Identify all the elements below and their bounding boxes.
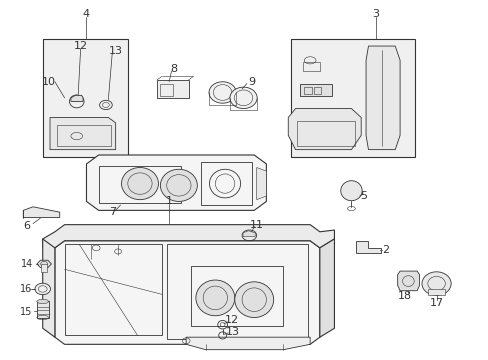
Polygon shape xyxy=(37,260,51,267)
Polygon shape xyxy=(319,239,334,337)
Ellipse shape xyxy=(234,282,273,318)
Polygon shape xyxy=(23,207,60,217)
Text: 1: 1 xyxy=(165,197,172,206)
Text: 8: 8 xyxy=(170,64,177,74)
Polygon shape xyxy=(42,225,334,248)
Polygon shape xyxy=(71,95,83,102)
Polygon shape xyxy=(243,231,255,237)
Text: 13: 13 xyxy=(225,327,239,337)
Polygon shape xyxy=(287,109,361,150)
Bar xyxy=(304,87,311,94)
Ellipse shape xyxy=(340,181,362,201)
Bar xyxy=(296,121,355,146)
Polygon shape xyxy=(50,117,116,150)
Polygon shape xyxy=(256,167,266,200)
Bar xyxy=(160,84,172,96)
Bar xyxy=(300,84,331,96)
Ellipse shape xyxy=(421,272,450,296)
Bar xyxy=(191,266,283,327)
Text: 6: 6 xyxy=(23,221,31,231)
Text: 11: 11 xyxy=(249,220,263,230)
Text: 16: 16 xyxy=(20,284,32,294)
Text: 18: 18 xyxy=(397,291,411,301)
Bar xyxy=(313,87,321,94)
Text: 12: 12 xyxy=(225,315,239,325)
Bar xyxy=(157,80,188,98)
Text: 2: 2 xyxy=(381,245,388,255)
Bar xyxy=(290,39,414,157)
Polygon shape xyxy=(55,241,319,344)
Bar xyxy=(41,264,47,272)
Text: 15: 15 xyxy=(20,307,32,317)
Bar xyxy=(201,162,251,205)
Text: 17: 17 xyxy=(428,298,443,308)
Ellipse shape xyxy=(35,283,50,295)
Ellipse shape xyxy=(37,299,48,303)
Polygon shape xyxy=(186,337,309,350)
Ellipse shape xyxy=(121,167,158,200)
Bar xyxy=(37,301,48,318)
Polygon shape xyxy=(356,241,380,253)
Text: 5: 5 xyxy=(359,191,366,201)
Polygon shape xyxy=(42,239,55,337)
Text: 13: 13 xyxy=(108,46,122,57)
Text: 14: 14 xyxy=(20,259,33,269)
Text: 3: 3 xyxy=(371,9,379,19)
Ellipse shape xyxy=(196,280,234,316)
Text: 12: 12 xyxy=(73,41,87,51)
Text: 9: 9 xyxy=(248,77,255,87)
Bar xyxy=(427,289,444,296)
Bar xyxy=(42,39,127,157)
Bar xyxy=(99,166,181,203)
Polygon shape xyxy=(397,271,419,291)
Ellipse shape xyxy=(160,169,197,202)
Polygon shape xyxy=(86,155,266,210)
Ellipse shape xyxy=(229,87,257,109)
Bar xyxy=(302,62,319,71)
Ellipse shape xyxy=(208,82,236,103)
Text: 10: 10 xyxy=(41,77,56,87)
Polygon shape xyxy=(366,46,399,150)
Text: 4: 4 xyxy=(83,9,90,19)
Text: 7: 7 xyxy=(108,207,116,217)
